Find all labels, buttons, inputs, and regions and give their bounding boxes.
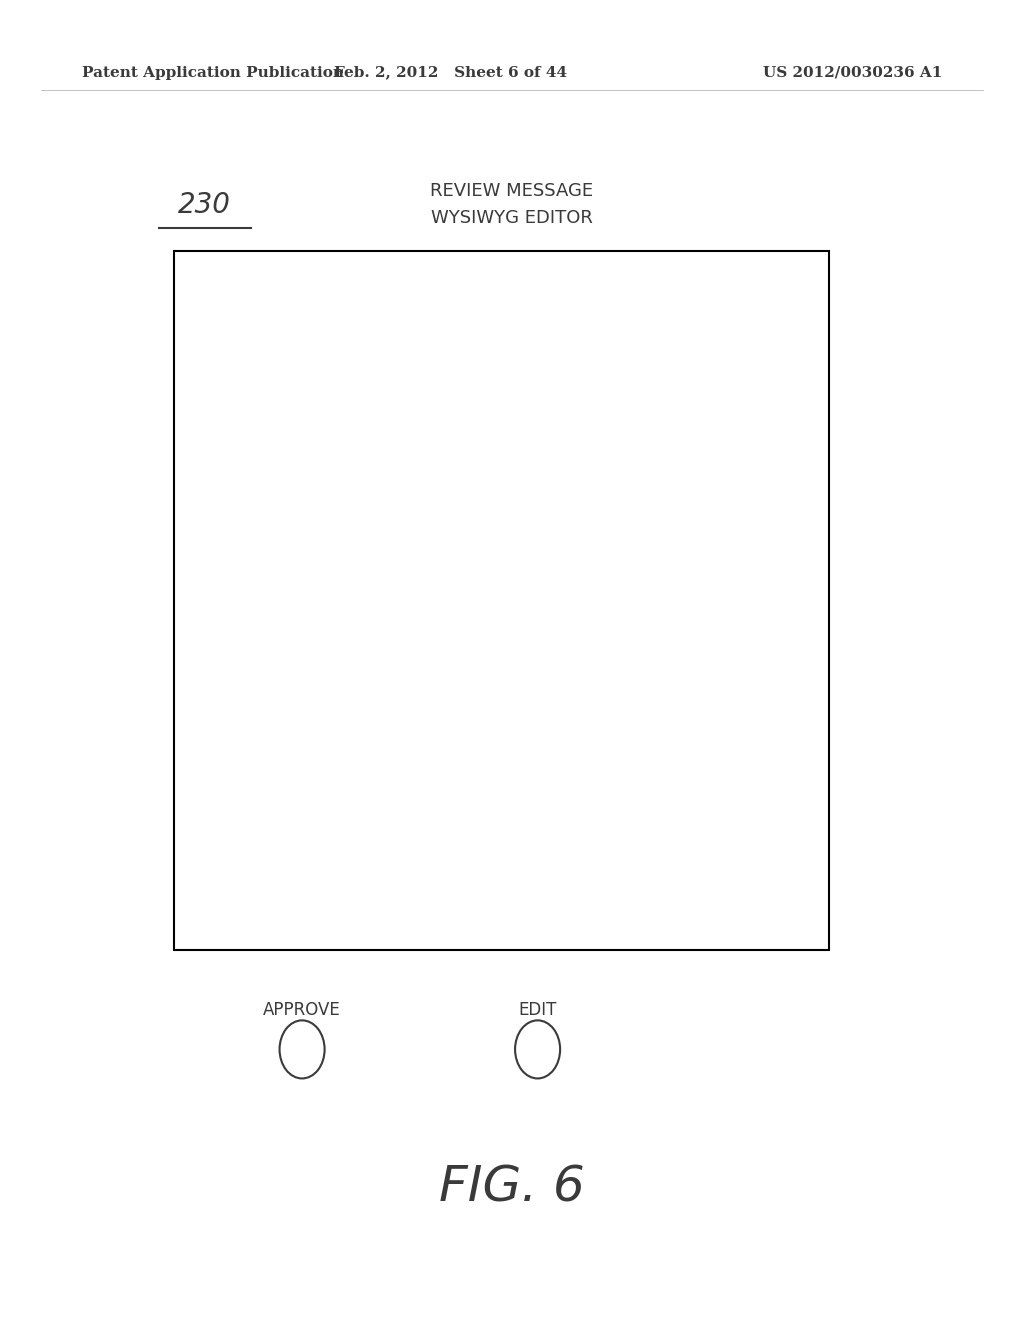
Text: Patent Application Publication: Patent Application Publication — [82, 66, 344, 79]
Text: Feb. 2, 2012   Sheet 6 of 44: Feb. 2, 2012 Sheet 6 of 44 — [334, 66, 567, 79]
Text: WYSIWYG EDITOR: WYSIWYG EDITOR — [431, 209, 593, 227]
Text: REVIEW MESSAGE: REVIEW MESSAGE — [430, 182, 594, 201]
Circle shape — [515, 1020, 560, 1078]
Circle shape — [280, 1020, 325, 1078]
Text: 230: 230 — [178, 190, 231, 219]
Text: EDIT: EDIT — [518, 1001, 557, 1019]
Text: APPROVE: APPROVE — [263, 1001, 341, 1019]
Text: FIG. 6: FIG. 6 — [439, 1164, 585, 1212]
Bar — [174, 251, 829, 950]
Text: US 2012/0030236 A1: US 2012/0030236 A1 — [763, 66, 942, 79]
